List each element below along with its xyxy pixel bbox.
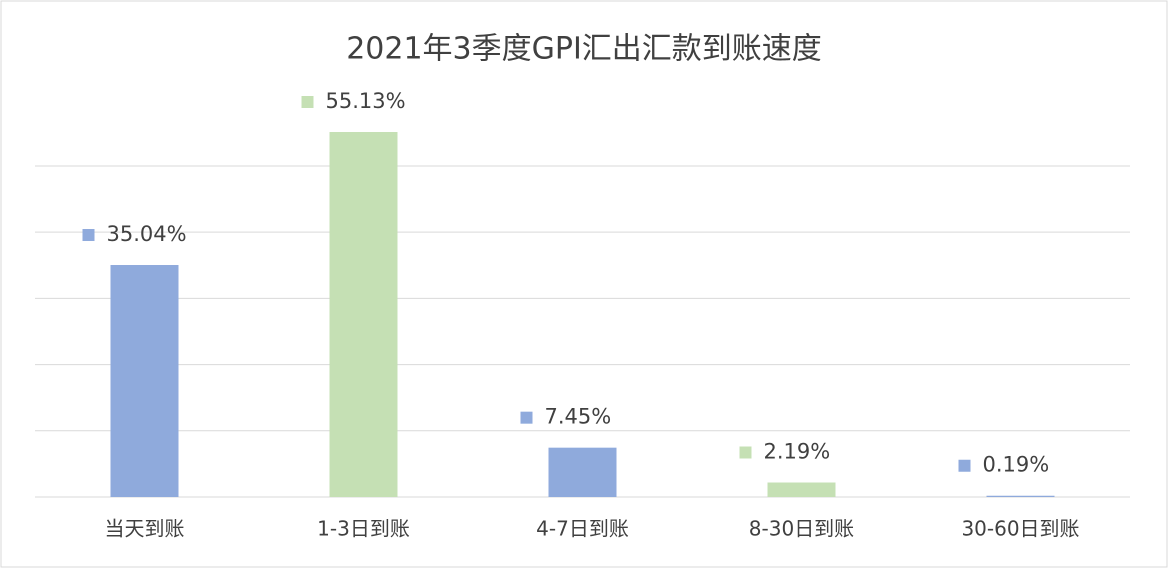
- label-key: [301, 96, 314, 108]
- x-tick-label: 1-3日到账: [317, 517, 410, 541]
- x-tick-label: 当天到账: [105, 517, 185, 541]
- data-label: 55.13%: [326, 89, 406, 113]
- data-label: 7.45%: [545, 405, 612, 429]
- bar: [329, 132, 398, 497]
- chart-title: 2021年3季度GPI汇出汇款到账速度: [346, 32, 822, 67]
- data-label: 0.19%: [983, 453, 1050, 477]
- x-tick-label: 4-7日到账: [536, 517, 629, 541]
- label-key: [520, 411, 533, 424]
- data-label: 35.04%: [107, 222, 187, 246]
- bar: [767, 482, 836, 497]
- label-key: [739, 446, 752, 459]
- label-key: [958, 459, 971, 472]
- bar: [110, 265, 179, 497]
- x-tick-label: 8-30日到账: [749, 517, 854, 541]
- bar: [986, 495, 1055, 497]
- data-label: 2.19%: [764, 440, 831, 464]
- x-tick-label: 30-60日到账: [961, 517, 1079, 541]
- label-key: [82, 229, 95, 242]
- bar: [548, 447, 617, 497]
